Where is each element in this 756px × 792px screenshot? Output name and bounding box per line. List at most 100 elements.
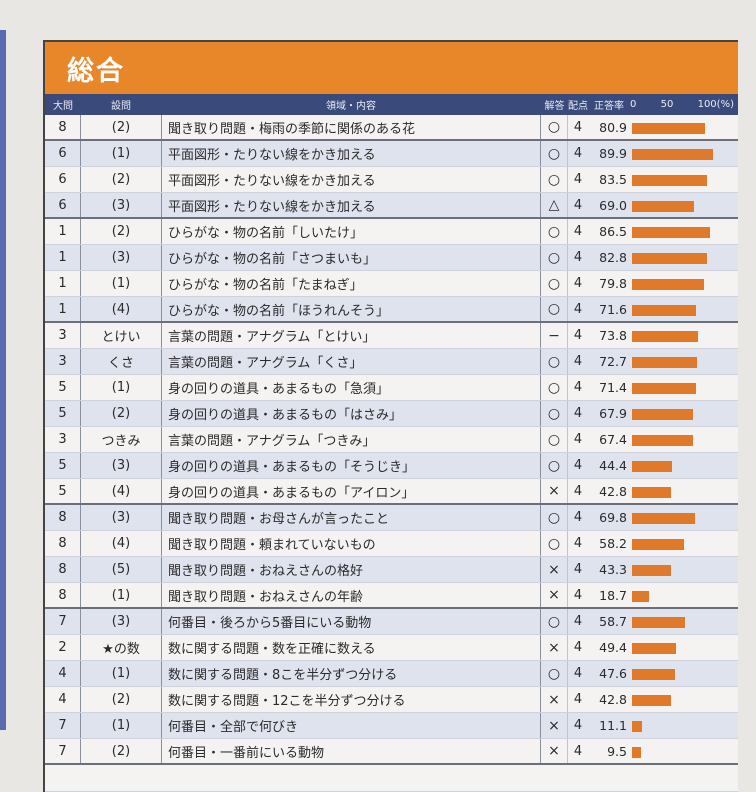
points: 4	[573, 197, 583, 213]
rate-bar-cell	[630, 583, 738, 607]
sub-question: (4)	[111, 483, 131, 499]
result-mark: ×	[541, 479, 568, 503]
table-row: 4 (2) 数に関する問題・12こを半分ずつ分ける × 4 42.8	[45, 687, 738, 713]
rate-bar-cell	[630, 687, 738, 712]
sub-question: (3)	[111, 458, 131, 473]
points: 4	[573, 146, 583, 161]
rate-bar-cell	[630, 349, 738, 374]
big-question: 5	[45, 479, 81, 503]
table-row: 8 (3) 聞き取り問題・お母さんが言ったこと ○ 4 69.8	[45, 505, 738, 531]
table-row: 5 (1) 身の回りの道具・あまるもの「急須」 ○ 4 71.4	[45, 375, 738, 401]
big-question: 1	[45, 271, 81, 296]
correct-rate: 49.4	[599, 640, 627, 655]
sub-question: (4)	[111, 301, 131, 317]
table-row: 1 (4) ひらがな・物の名前「ほうれんそう」 ○ 4 71.6	[45, 297, 738, 323]
content-text: 身の回りの道具・あまるもの「アイロン」	[161, 479, 541, 503]
correct-rate: 58.2	[599, 536, 627, 551]
big-question: 4	[45, 661, 81, 686]
content-text: 身の回りの道具・あまるもの「急須」	[161, 375, 541, 400]
rate-bar-cell	[630, 219, 738, 244]
result-mark: ○	[541, 453, 568, 478]
scale-0: 0	[630, 99, 637, 110]
table-row: 6 (1) 平面図形・たりない線をかき加える ○ 4 89.9	[45, 141, 738, 167]
result-mark: ×	[541, 739, 568, 763]
rate-bar-cell	[630, 115, 738, 139]
points: 4	[573, 224, 583, 239]
correct-rate: 69.0	[599, 197, 627, 213]
rate-bar	[632, 461, 672, 472]
big-question: 7	[45, 713, 81, 738]
section-title: 総合	[67, 55, 125, 87]
rate-bar-cell	[630, 505, 738, 530]
correct-rate: 43.3	[599, 562, 627, 577]
scale-50: 50	[660, 99, 674, 110]
sub-question: くさ	[107, 356, 134, 371]
correct-rate: 86.5	[599, 224, 627, 239]
sub-question: (2)	[111, 119, 131, 135]
content-text: 何番目・全部で何びき	[161, 713, 541, 738]
table-row: 7 (2) 何番目・一番前にいる動物 × 4 9.5	[45, 739, 738, 765]
points: 4	[573, 743, 583, 759]
rate-bar-cell	[630, 193, 738, 217]
big-question: 5	[45, 375, 81, 400]
header-rate: 正答率	[594, 101, 624, 112]
content-text: ひらがな・物の名前「たまねぎ」	[161, 271, 541, 296]
rate-bar	[632, 747, 641, 758]
rate-bar	[632, 695, 671, 706]
result-mark: ○	[541, 167, 568, 192]
points: 4	[573, 666, 583, 681]
correct-rate: 80.9	[599, 119, 627, 135]
content-text: 聞き取り問題・おねえさんの格好	[161, 557, 541, 582]
rate-bar	[632, 617, 685, 628]
result-mark: ×	[541, 713, 568, 738]
results-table: 総合 大問 設問 領域・内容 解答 配点 正答率 0 50 100(%) 8 (2…	[43, 40, 738, 792]
content-text: 何番目・一番前にいる動物	[161, 739, 541, 763]
correct-rate: 72.7	[599, 354, 627, 369]
table-body: 8 (2) 聞き取り問題・梅雨の季節に関係のある花 ○ 4 80.9 6 (1) 平面図形・たり…	[45, 115, 738, 765]
sub-question: (2)	[111, 692, 131, 707]
rate-bar	[632, 565, 671, 576]
rate-bar-cell	[630, 531, 738, 556]
content-text: 聞き取り問題・頼まれていないもの	[161, 531, 541, 556]
sub-question: (3)	[111, 510, 131, 525]
points: 4	[573, 406, 583, 421]
table-row: 3 とけい 言葉の問題・アナグラム「とけい」 −4 73.8	[45, 323, 738, 349]
points: 4	[573, 640, 583, 655]
table-row: 8 (2) 聞き取り問題・梅雨の季節に関係のある花 ○ 4 80.9	[45, 115, 738, 141]
rate-bar	[632, 591, 649, 602]
table-row: 2 ★の数 数に関する問題・数を正確に数える × 4 49.4	[45, 635, 738, 661]
rate-bar-cell	[630, 739, 738, 763]
table-row: 8 (4) 聞き取り問題・頼まれていないもの ○ 4 58.2	[45, 531, 738, 557]
sub-question: (2)	[111, 224, 131, 239]
rate-bar	[632, 149, 713, 160]
rate-bar-cell	[630, 609, 738, 634]
content-text: 聞き取り問題・梅雨の季節に関係のある花	[161, 115, 541, 139]
points: 4	[573, 432, 583, 447]
result-mark: ○	[541, 609, 568, 634]
result-mark: ○	[541, 427, 568, 452]
big-question: 7	[45, 739, 81, 763]
table-row: 6 (3) 平面図形・たりない線をかき加える △ 4 69.0	[45, 193, 738, 219]
sub-question: ★の数	[102, 642, 140, 657]
header-points: 配点	[568, 101, 588, 112]
result-mark: ×	[541, 635, 568, 660]
sub-question: (1)	[111, 666, 131, 681]
table-row: 7 (1) 何番目・全部で何びき × 4 11.1	[45, 713, 738, 739]
big-question: 6	[45, 167, 81, 192]
rate-bar-cell	[630, 323, 738, 348]
table-row: 3 つきみ 言葉の問題・アナグラム「つきみ」 ○ 4 67.4	[45, 427, 738, 453]
result-mark: ○	[541, 219, 568, 244]
big-question: 5	[45, 401, 81, 426]
table-row: 6 (2) 平面図形・たりない線をかき加える ○ 4 83.5	[45, 167, 738, 193]
points: 4	[573, 276, 583, 291]
points: 4	[573, 510, 583, 525]
result-mark: −	[541, 323, 568, 348]
big-question: 8	[45, 505, 81, 530]
rate-bar-cell	[630, 713, 738, 738]
big-question: 1	[45, 219, 81, 244]
correct-rate: 89.9	[599, 146, 627, 161]
content-text: 聞き取り問題・お母さんが言ったこと	[161, 505, 541, 530]
result-mark: ○	[541, 531, 568, 556]
sub-question: (3)	[111, 197, 131, 213]
big-question: 1	[45, 245, 81, 270]
